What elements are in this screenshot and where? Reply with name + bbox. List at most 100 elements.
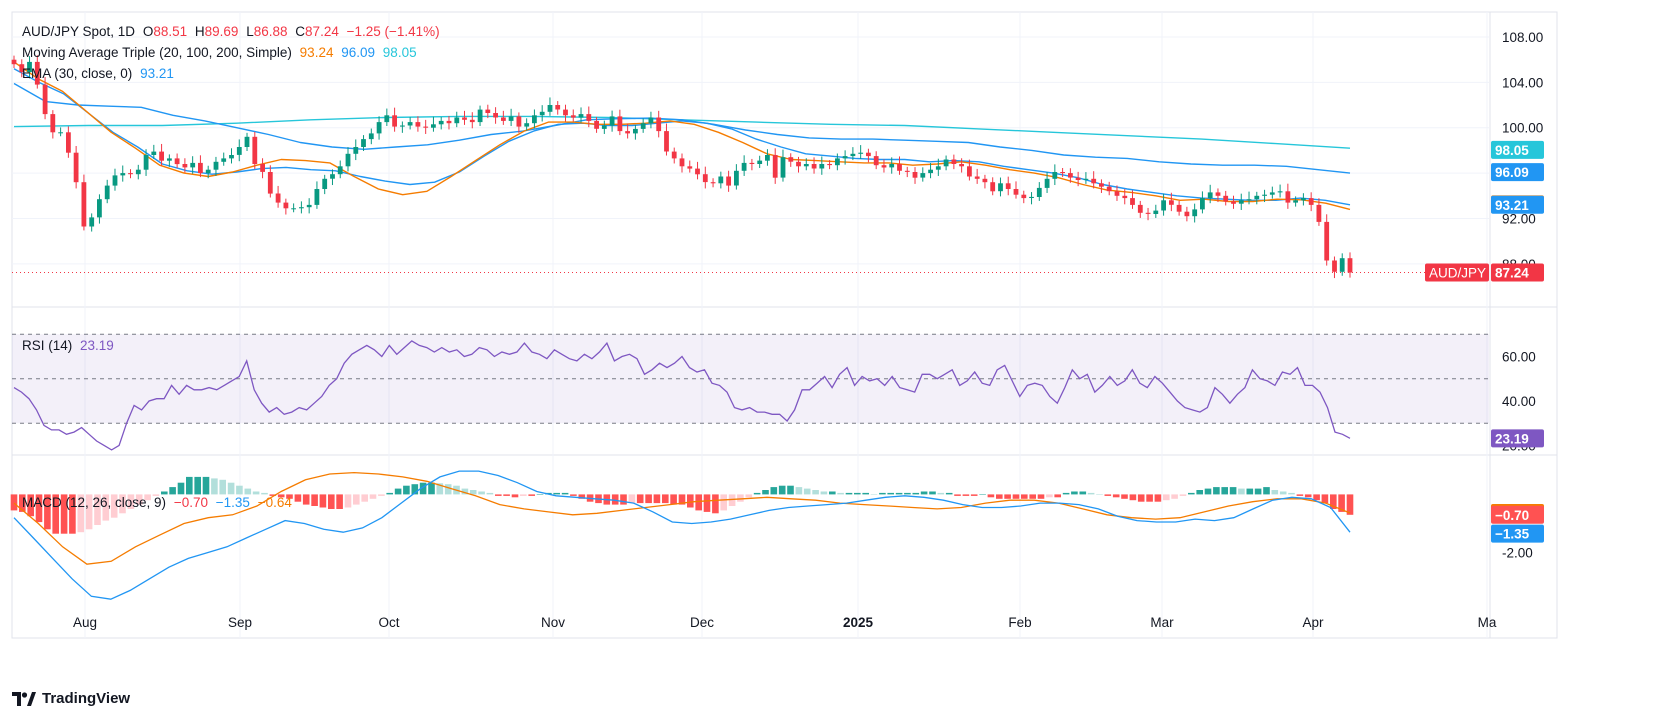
candle-body [89,217,95,227]
macd-histogram-bar [1188,492,1195,495]
macd-histogram-bar [703,494,711,512]
macd-histogram-bar [469,490,477,495]
macd-histogram-bar [1087,492,1095,495]
candle-body [1285,191,1291,203]
macd-histogram-bar [561,492,569,495]
candle-body [1021,194,1027,199]
high-value: 89.69 [204,24,239,39]
macd-histogram-bar [27,494,34,517]
price-tick-label: 104.00 [1502,75,1543,90]
macd-value-tag [1491,524,1544,543]
macd-histogram-bar [895,492,903,495]
macd-histogram-bar [820,491,828,495]
macd-histogram-bar [10,494,18,511]
time-tick-label: Mar [1150,615,1174,630]
macd-histogram-bar [1004,494,1011,499]
rsi-line [13,340,1351,451]
time-tick-label: Dec [690,615,714,630]
candle-body [897,164,902,171]
macd-histogram-bar [403,485,410,495]
candle-body [221,158,227,162]
candle-body [120,173,126,176]
macd-value-tag-label: −0.70 [1495,508,1529,523]
candle-body [314,189,320,205]
close-label: C [295,24,306,39]
macd-histogram-bar [169,487,176,495]
macd-histogram-bar [862,492,869,495]
macd-histogram-bar [69,494,76,534]
candle-body [1122,195,1128,199]
macd-histogram-bar [737,494,744,502]
price-tick-label: 100.00 [1502,121,1543,136]
symbol-tag [1425,263,1489,282]
macd-histogram-bar [1330,494,1337,509]
candle-body [42,84,48,115]
candle-body [656,117,662,132]
candle-body [1301,198,1306,201]
time-tick-label: Oct [378,615,399,630]
macd-histogram-bar [1012,494,1020,499]
ema-30-line [13,68,1351,206]
candle-body [664,131,669,152]
candle-body [920,173,926,178]
macd-histogram-bar [762,490,769,495]
candle-body [772,155,778,178]
macd-histogram-bar [419,482,427,495]
price-tag [1491,140,1544,159]
macd-legend[interactable]: MACD (12, 26, close, 9) −0.70 −1.35 −0.6… [22,495,296,510]
macd-histogram-bar [219,479,226,495]
candle-body [749,162,755,164]
macd-histogram-bar [628,494,636,504]
macd-histogram-bar [486,492,494,495]
macd-histogram-bar [1096,494,1103,495]
macd-histogram-bar [887,492,894,495]
ma-legend[interactable]: Moving Average Triple (20, 100, 200, Sim… [22,45,421,60]
candle-body [477,109,483,123]
candle-body [811,164,817,169]
macd-histogram-bar [1046,494,1053,498]
candle-body [710,182,716,184]
candle-body [943,159,949,167]
macd-histogram-bar [503,494,510,496]
macd-histogram-bar [1171,494,1178,499]
macd-histogram-bar [1296,494,1304,496]
tradingview-brand[interactable]: TradingView [12,690,130,707]
candle-body [702,174,708,183]
candle-body [159,151,164,161]
candle-body [578,114,584,118]
candle-body [998,183,1003,192]
macd-histogram-bar [929,491,936,495]
candle-body [81,182,87,227]
rsi-legend[interactable]: RSI (14) 23.19 [22,338,118,353]
macd-histogram-bar [344,494,352,508]
candle-body [213,161,219,170]
macd-histogram-bar [77,494,85,533]
candle-body [974,176,980,179]
time-tick-label: Aug [73,615,97,630]
candle-body [803,164,809,167]
candle-body [889,164,895,168]
candle-body [384,115,390,123]
candle-body [190,162,196,168]
low-value: 86.88 [253,24,288,39]
macd-histogram-bar [177,482,185,495]
macd-value-tag [1491,505,1544,524]
macd-histogram-bar [536,494,544,495]
macd-histogram-bar [728,494,736,506]
macd-histogram-bar [570,494,577,496]
ema-legend[interactable]: EMA (30, close, 0) 93.21 [22,66,178,81]
open-value: 88.51 [153,24,188,39]
candle-body [881,165,887,168]
time-tick-label: 2025 [843,615,874,630]
candle-body [532,115,537,124]
symbol-title[interactable]: AUD/JPY Spot, 1D [22,24,136,39]
price-tag [1491,163,1544,182]
candle-body [827,164,832,166]
candle-body [11,59,17,65]
candle-body [1262,194,1267,196]
candle-body [143,155,149,170]
candle-body [633,128,638,134]
macd-histogram-bar [294,494,302,502]
macd-histogram-bar [1271,490,1279,495]
